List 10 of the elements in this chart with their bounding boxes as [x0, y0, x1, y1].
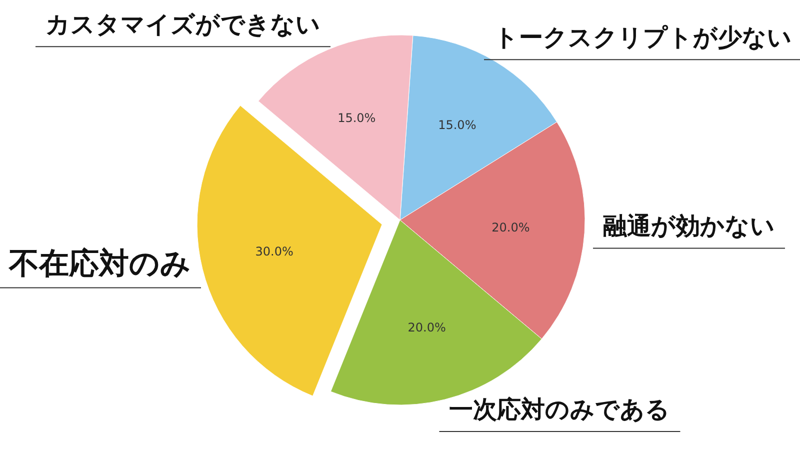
- slice-label: 一次応対のみである: [449, 395, 670, 424]
- data-label: 20.0%: [408, 320, 446, 335]
- data-label: 30.0%: [255, 244, 294, 258]
- slice-label: トークスクリプトが少ない: [494, 24, 792, 52]
- slice-label: 不在応対のみ: [8, 246, 191, 282]
- slice-label: カスタマイズができない: [45, 10, 320, 39]
- slice-label: 融通が効かない: [603, 212, 776, 240]
- data-label: 15.0%: [338, 110, 376, 125]
- data-label: 20.0%: [492, 220, 530, 235]
- data-label: 15.0%: [438, 118, 476, 132]
